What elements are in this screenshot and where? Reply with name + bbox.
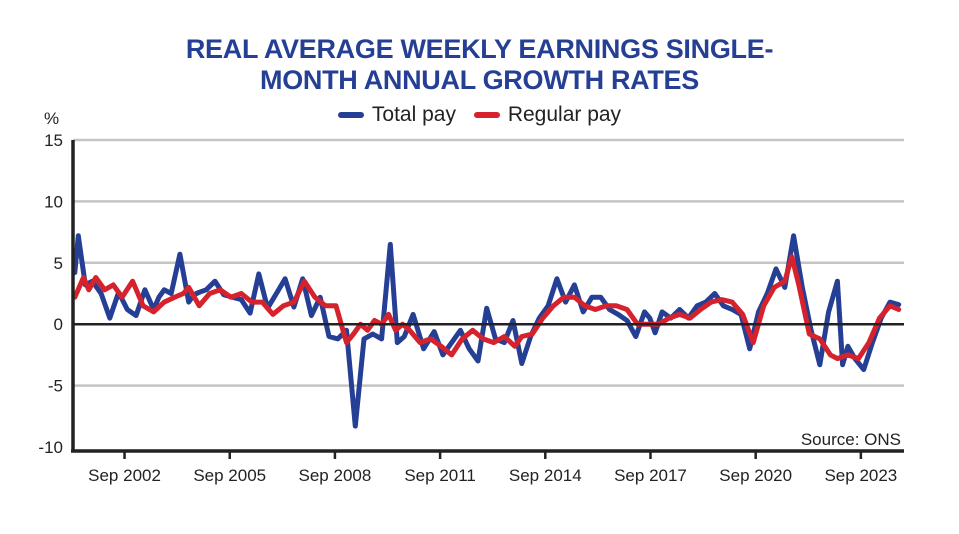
legend-item-total-pay: Total pay [337,103,456,127]
x-tick-label: Sep 2005 [193,466,266,485]
series-line-regular-pay [72,254,902,362]
y-axis-unit-label: % [44,109,59,128]
x-tick-label: Sep 2014 [509,466,582,485]
legend-label-regular-pay: Regular pay [507,103,622,126]
series-line-total-pay [72,233,902,429]
y-tick-label: 15 [44,131,63,150]
x-tick-label: Sep 2008 [299,466,372,485]
y-tick-label: 10 [44,192,63,211]
legend-item-regular-pay: Regular pay [473,103,622,127]
x-axis-ticks: Sep 2002 Sep 2005 Sep 2008 Sep 2011 Sep 2014… [88,451,897,485]
chart-title: REAL AVERAGE WEEKLY EARNINGS SINGLE- MON… [0,34,959,96]
legend-label-total-pay: Total pay [371,103,456,126]
series-lines [72,233,902,429]
y-tick-label: 0 [54,315,63,334]
chart-title-line-2: MONTH ANNUAL GROWTH RATES [260,65,699,95]
x-tick-label: Sep 2023 [824,466,897,485]
chart-title-line-1: REAL AVERAGE WEEKLY EARNINGS SINGLE- [185,34,774,64]
x-tick-label: Sep 2020 [719,466,792,485]
y-tick-label: -5 [48,377,63,396]
x-tick-label: Sep 2011 [404,466,476,485]
source-note: Source: ONS [801,430,901,449]
legend-swatch-regular-pay [473,112,500,118]
y-tick-label: 5 [54,254,63,273]
x-tick-label: Sep 2017 [614,466,687,485]
legend-swatch-total-pay [337,112,364,118]
gridlines [73,138,904,387]
legend: Total pay Regular pay [0,100,959,127]
x-tick-label: Sep 2002 [88,466,161,485]
y-axis-ticks: 15 10 5 0 -5 -10 [38,131,63,457]
y-tick-label: -10 [38,438,63,457]
